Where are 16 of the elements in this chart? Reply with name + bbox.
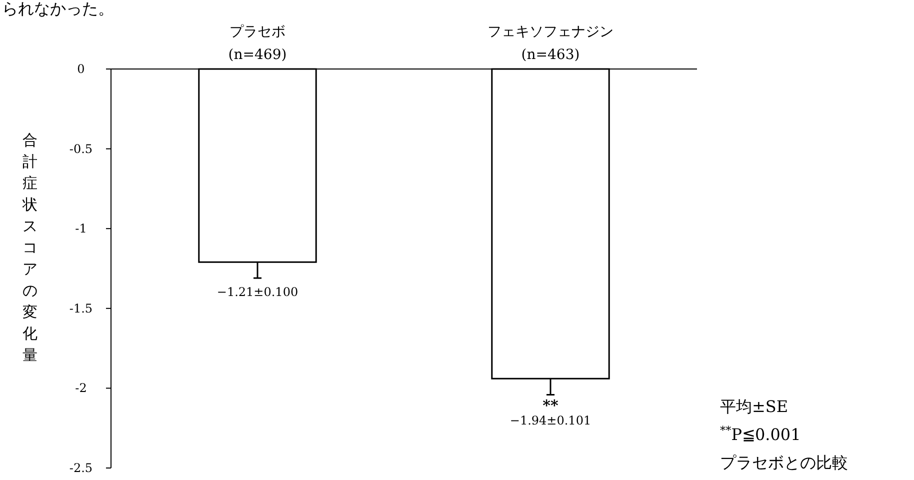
text: られなかった。 [2, 0, 114, 18]
y-tick-label: -2 [75, 381, 87, 396]
x-tick-label: フェキソフェナジン (n=463) [488, 24, 614, 63]
text: 合計症状スコアの変化量 [22, 131, 38, 364]
y-tick-label: -0.5 [69, 142, 93, 156]
y-tick-label: -2.5 [69, 461, 93, 475]
data-label: −1.94±0.101 [510, 414, 592, 428]
y-tick-label: -1.5 [69, 301, 93, 316]
text: $^{**}$P≦0.001 [720, 424, 801, 444]
y-tick-label: 0 [77, 62, 85, 76]
text: 平均±SE [720, 397, 788, 416]
x-tick-label: プラセボ (n=469) [228, 24, 287, 63]
data-label: −1.21±0.100 [216, 285, 298, 300]
annotation: ** [542, 396, 558, 415]
text: プラセボとの比較 [720, 453, 848, 472]
y-tick-label: -1 [75, 222, 87, 236]
